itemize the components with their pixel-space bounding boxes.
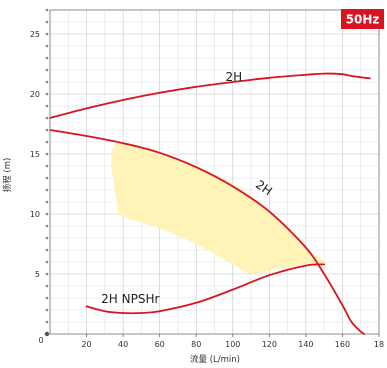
y-axis-dot — [45, 20, 49, 24]
y-axis-dot — [45, 320, 49, 324]
origin-label: 0 — [38, 336, 43, 345]
y-axis-dot — [45, 296, 49, 300]
y-tick-label: 15 — [30, 150, 40, 159]
y-axis-dot — [45, 176, 49, 180]
y-axis-dot — [45, 260, 49, 264]
y-axis-dot — [45, 32, 49, 36]
y-axis-dot — [45, 284, 49, 288]
frequency-badge-label: 50Hz — [346, 13, 380, 27]
x-tick-label: 100 — [225, 340, 240, 349]
x-axis-title: 流量 (L/min) — [190, 354, 240, 365]
x-tick-label: 20 — [81, 340, 91, 349]
y-axis-dot — [45, 92, 49, 96]
y-axis-title: 扬程 (m) — [2, 158, 13, 193]
y-tick-label: 10 — [30, 210, 40, 219]
x-tick-label: 40 — [118, 340, 128, 349]
y-axis-dot — [45, 104, 49, 108]
y-axis-dot — [45, 248, 49, 252]
y-axis-dot — [45, 68, 49, 72]
plot-frame — [49, 9, 380, 335]
y-axis-dot — [45, 224, 49, 228]
grid — [49, 9, 380, 335]
x-tick-label: 60 — [155, 340, 165, 349]
series-line-npshr — [85, 263, 326, 315]
y-axis-dot — [45, 80, 49, 84]
curve-label: 2H — [225, 70, 242, 84]
performance-curves — [49, 72, 371, 335]
y-axis-dot — [45, 128, 49, 132]
y-axis-dot — [45, 272, 49, 276]
y-axis-dot — [45, 164, 49, 168]
y-axis-dot — [45, 200, 49, 204]
x-tick-label: 80 — [191, 340, 201, 349]
operating-region-area — [111, 142, 325, 275]
y-axis-origin-dot — [44, 331, 50, 337]
y-axis-dot — [45, 152, 49, 156]
frequency-badge: 50Hz — [341, 9, 384, 29]
series-line-shaft-power — [49, 72, 371, 119]
x-tick-label: 120 — [262, 340, 277, 349]
curve-label: 2H NPSHr — [101, 292, 159, 306]
y-axis-dot — [45, 212, 49, 216]
curve-labels: 2H 2H 2H NPSHr — [101, 70, 274, 306]
y-tick-label: 20 — [30, 90, 40, 99]
x-tick-label: 160 — [335, 340, 350, 349]
y-axis-dot — [45, 188, 49, 192]
x-tick-label: 140 — [298, 340, 313, 349]
x-tick-label: 18 — [374, 340, 384, 349]
y-tick-label: 25 — [30, 30, 40, 39]
y-axis-dot — [45, 116, 49, 120]
y-tick-label: 5 — [35, 270, 40, 279]
y-axis-dot — [45, 8, 49, 12]
series-line-head — [49, 129, 366, 335]
y-axis-dot — [45, 308, 49, 312]
y-axis-dot — [45, 44, 49, 48]
curve-label: 2H — [253, 177, 275, 198]
y-axis-dot — [45, 140, 49, 144]
y-axis-dot — [45, 236, 49, 240]
y-axis-dot — [45, 56, 49, 60]
